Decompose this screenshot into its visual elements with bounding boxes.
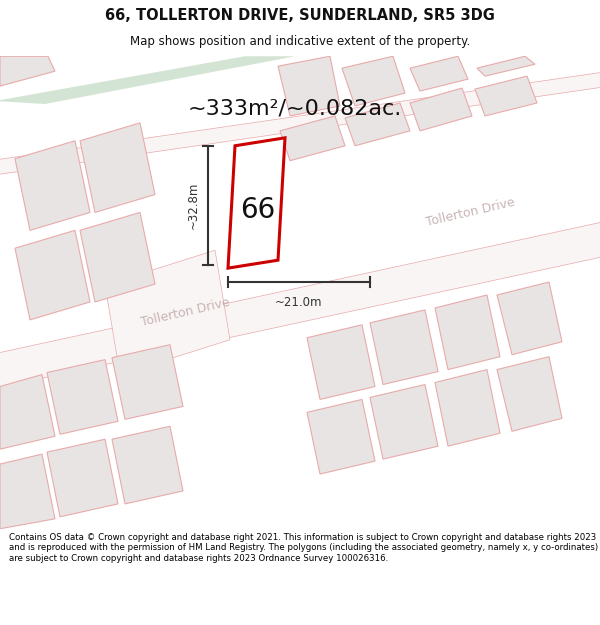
Polygon shape: [307, 399, 375, 474]
Text: ~21.0m: ~21.0m: [275, 296, 323, 309]
Polygon shape: [228, 138, 285, 268]
Text: Map shows position and indicative extent of the property.: Map shows position and indicative extent…: [130, 35, 470, 48]
Polygon shape: [345, 103, 410, 146]
Polygon shape: [0, 454, 55, 529]
Text: ~32.8m: ~32.8m: [187, 182, 200, 229]
Polygon shape: [112, 426, 183, 504]
Text: Contains OS data © Crown copyright and database right 2021. This information is : Contains OS data © Crown copyright and d…: [9, 533, 598, 562]
Text: ~333m²/~0.082ac.: ~333m²/~0.082ac.: [188, 99, 402, 119]
Polygon shape: [47, 359, 118, 434]
Polygon shape: [497, 282, 562, 354]
Polygon shape: [278, 56, 340, 116]
Polygon shape: [370, 384, 438, 459]
Polygon shape: [0, 56, 295, 104]
Polygon shape: [435, 369, 500, 446]
Polygon shape: [370, 310, 438, 384]
Polygon shape: [0, 221, 600, 389]
Polygon shape: [435, 295, 500, 369]
Polygon shape: [342, 56, 405, 106]
Polygon shape: [0, 71, 600, 176]
Polygon shape: [410, 56, 468, 91]
Polygon shape: [0, 374, 55, 449]
Polygon shape: [15, 231, 90, 320]
Text: 66, TOLLERTON DRIVE, SUNDERLAND, SR5 3DG: 66, TOLLERTON DRIVE, SUNDERLAND, SR5 3DG: [105, 8, 495, 23]
Polygon shape: [280, 116, 345, 161]
Text: 66: 66: [241, 196, 275, 224]
Polygon shape: [410, 88, 472, 131]
Polygon shape: [80, 213, 155, 302]
Polygon shape: [0, 56, 55, 86]
Polygon shape: [307, 325, 375, 399]
Polygon shape: [112, 345, 183, 419]
Polygon shape: [47, 439, 118, 517]
Polygon shape: [80, 123, 155, 212]
Polygon shape: [15, 141, 90, 231]
Polygon shape: [497, 357, 562, 431]
Polygon shape: [105, 250, 230, 374]
Text: Tollerton Drive: Tollerton Drive: [424, 196, 516, 229]
Polygon shape: [477, 56, 535, 76]
Polygon shape: [475, 76, 537, 116]
Text: Tollerton Drive: Tollerton Drive: [139, 296, 231, 329]
